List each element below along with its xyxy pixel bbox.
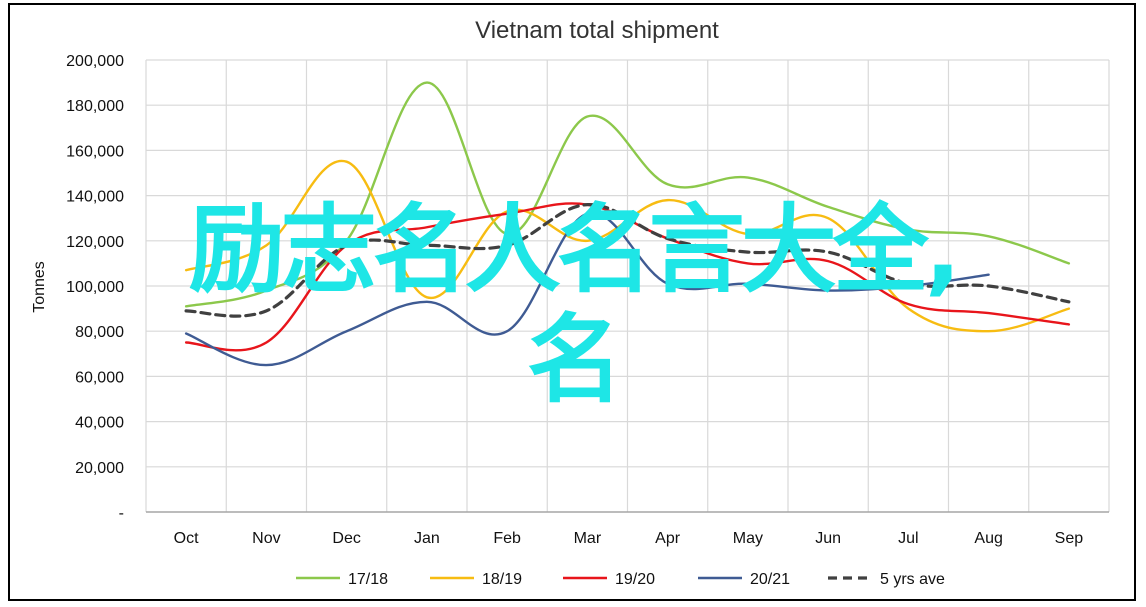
x-tick-label: Oct bbox=[174, 530, 199, 547]
series-line-3 bbox=[184, 211, 990, 367]
x-tick-label: Dec bbox=[332, 530, 360, 547]
series-line-1 bbox=[184, 159, 1071, 333]
series-line-2 bbox=[184, 202, 1071, 352]
y-tick-label: 140,000 bbox=[66, 189, 124, 206]
x-tick-label: Aug bbox=[974, 530, 1002, 547]
y-tick-label: 40,000 bbox=[75, 415, 124, 432]
series-lines bbox=[184, 81, 1071, 367]
x-tick-label: Apr bbox=[655, 530, 681, 547]
x-tick-label: May bbox=[733, 530, 763, 547]
legend-label-4: 5 yrs ave bbox=[880, 571, 945, 588]
y-tick-label: 180,000 bbox=[66, 98, 124, 115]
y-tick-label: 200,000 bbox=[66, 53, 124, 70]
x-tick-label: Mar bbox=[574, 530, 602, 547]
legend-label-3: 20/21 bbox=[750, 571, 790, 588]
legend-label-2: 19/20 bbox=[615, 571, 655, 588]
x-tick-label: Feb bbox=[493, 530, 521, 547]
series-line-0 bbox=[184, 81, 1071, 308]
y-tick-label: 20,000 bbox=[75, 460, 124, 477]
y-tick-label: 80,000 bbox=[75, 324, 124, 341]
legend: 17/18 18/19 19/20 20/21 5 yrs ave bbox=[296, 571, 945, 588]
x-tick-label: Jun bbox=[815, 530, 841, 547]
legend-label-1: 18/19 bbox=[482, 571, 522, 588]
y-tick-label: 120,000 bbox=[66, 234, 124, 251]
x-tick-label: Sep bbox=[1055, 530, 1084, 547]
x-tick-label: Jul bbox=[898, 530, 918, 547]
series-line-4 bbox=[184, 203, 1071, 318]
y-axis-label: Tonnes bbox=[31, 261, 48, 313]
x-tick-label: Jan bbox=[414, 530, 440, 547]
grid-lines bbox=[145, 59, 1110, 512]
chart-title: Vietnam total shipment bbox=[475, 17, 719, 44]
y-tick-label: 60,000 bbox=[75, 369, 124, 386]
y-tick-label: - bbox=[119, 505, 124, 522]
legend-label-0: 17/18 bbox=[348, 571, 388, 588]
y-tick-label: 100,000 bbox=[66, 279, 124, 296]
x-tick-label: Nov bbox=[252, 530, 280, 547]
y-tick-label: 160,000 bbox=[66, 143, 124, 160]
axes: - 20,000 40,000 60,000 80,000 100,000 120,000 1… bbox=[66, 53, 1109, 547]
